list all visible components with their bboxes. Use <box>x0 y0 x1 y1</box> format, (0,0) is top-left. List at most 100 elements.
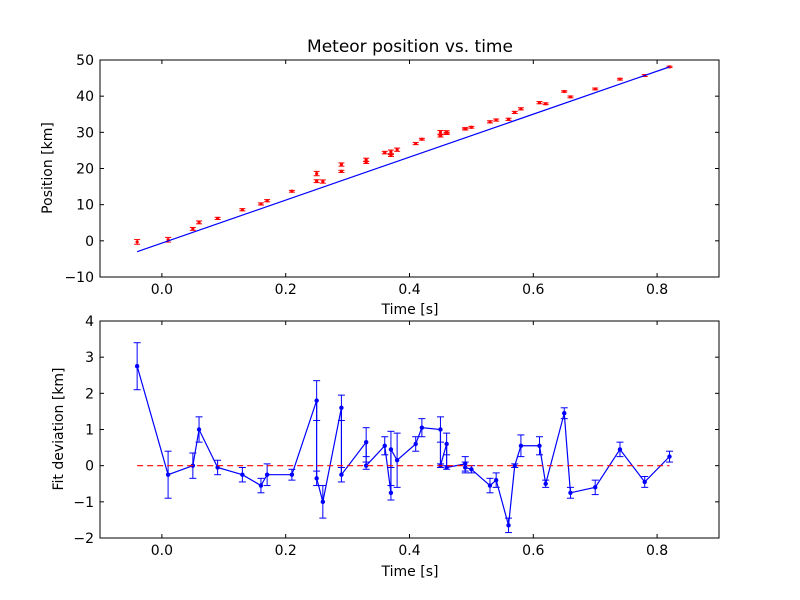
deviation-point <box>240 472 245 477</box>
position-x-tick-label: 0.4 <box>398 282 420 298</box>
position-point <box>364 160 368 164</box>
position-point <box>135 240 139 244</box>
position-point <box>488 120 492 124</box>
position-plot-area <box>100 60 719 277</box>
position-point <box>438 130 443 134</box>
position-x-tick-label: 0.0 <box>151 282 173 298</box>
position-point <box>290 189 294 193</box>
deviation-point <box>215 465 220 470</box>
deviation-y-tick-label: 3 <box>85 350 94 366</box>
position-point <box>618 77 622 81</box>
deviation-point <box>419 425 425 430</box>
position-point <box>494 118 498 122</box>
deviation-point <box>487 483 493 488</box>
deviation-point <box>196 427 202 432</box>
deviation-point <box>642 479 647 485</box>
deviation-point <box>289 472 295 477</box>
position-point <box>389 153 393 158</box>
deviation-point <box>444 441 449 447</box>
deviation-point <box>518 443 524 448</box>
deviation-point <box>339 405 344 410</box>
position-point <box>544 102 548 106</box>
position-y-tick-label: 10 <box>76 198 94 214</box>
position-point <box>339 169 344 173</box>
position-point <box>389 150 393 154</box>
position-point <box>259 202 263 206</box>
position-point <box>469 125 473 129</box>
deviation-point <box>134 364 140 369</box>
position-y-tick-label: 40 <box>76 89 94 105</box>
position-point <box>519 107 523 111</box>
deviation-point <box>667 454 672 459</box>
deviation-point <box>438 427 443 432</box>
position-y-tick-label: 30 <box>76 125 94 141</box>
deviation-point <box>314 476 319 481</box>
position-ticks: 0.0 0.2 0.4 0.6 0.8 −10 0 10 20 30 40 50 <box>64 53 719 298</box>
deviation-point <box>165 472 171 477</box>
position-x-axis-label: Time [s] <box>381 302 439 318</box>
deviation-point <box>463 465 468 470</box>
deviation-point <box>264 472 270 477</box>
deviation-plot-area <box>100 321 719 538</box>
deviation-y-tick-label: −1 <box>73 495 94 511</box>
deviation-point <box>388 447 394 452</box>
position-x-tick-label: 0.8 <box>646 282 668 298</box>
deviation-point <box>469 467 474 472</box>
deviation-marks <box>133 342 673 534</box>
position-point <box>414 141 418 146</box>
position-point <box>315 179 319 183</box>
position-point <box>438 134 443 138</box>
deviation-point <box>493 477 499 483</box>
deviation-x-tick-label: 0.4 <box>398 543 420 559</box>
fit-line <box>136 66 670 253</box>
deviation-point <box>512 463 517 468</box>
position-point <box>315 171 319 176</box>
deviation-panel: 0.0 0.2 0.4 0.6 0.8 −2 −1 0 1 2 3 4 Time [s] Fit de… <box>51 314 720 580</box>
position-point <box>445 131 449 136</box>
position-point <box>593 87 597 91</box>
position-point <box>265 199 269 203</box>
position-point <box>191 227 195 231</box>
deviation-y-tick-label: −2 <box>73 531 94 547</box>
position-point <box>395 148 399 152</box>
position-point <box>383 150 387 155</box>
deviation-x-tick-label: 0.6 <box>522 543 544 559</box>
position-point <box>364 158 368 162</box>
position-point <box>216 216 220 221</box>
deviation-point <box>562 411 567 416</box>
position-point <box>568 95 573 99</box>
deviation-point <box>363 463 369 468</box>
deviation-y-tick-label: 0 <box>85 459 94 475</box>
deviation-point <box>258 483 264 488</box>
position-point <box>537 101 542 105</box>
deviation-point <box>382 443 387 448</box>
position-point <box>463 127 467 131</box>
position-x-tick-label: 0.6 <box>522 282 544 298</box>
position-x-tick-label: 0.2 <box>275 282 297 298</box>
deviation-x-tick-label: 0.2 <box>275 543 297 559</box>
deviation-point <box>537 443 542 448</box>
position-point <box>562 89 566 94</box>
deviation-point <box>568 490 573 495</box>
deviation-point <box>363 439 369 445</box>
deviation-y-tick-label: 4 <box>85 314 94 330</box>
deviation-y-tick-label: 1 <box>85 423 94 439</box>
deviation-point <box>314 398 319 403</box>
deviation-x-axis-label: Time [s] <box>381 564 439 580</box>
deviation-point <box>339 472 344 477</box>
position-y-tick-label: 20 <box>76 162 94 178</box>
deviation-point <box>543 481 548 486</box>
position-point <box>339 162 344 167</box>
position-point <box>197 220 201 224</box>
deviation-x-tick-label: 0.8 <box>646 543 668 559</box>
position-marks <box>134 65 673 253</box>
deviation-y-axis-label: Fit deviation [km] <box>51 367 67 490</box>
position-point <box>506 117 511 121</box>
deviation-point <box>593 485 598 490</box>
deviation-x-tick-label: 0.0 <box>151 543 173 559</box>
position-y-tick-label: 50 <box>76 53 94 69</box>
position-panel: 0.0 0.2 0.4 0.6 0.8 −10 0 10 20 30 40 50 Meteor pos… <box>40 37 720 318</box>
position-point <box>420 137 424 141</box>
position-y-tick-label: −10 <box>64 270 94 286</box>
